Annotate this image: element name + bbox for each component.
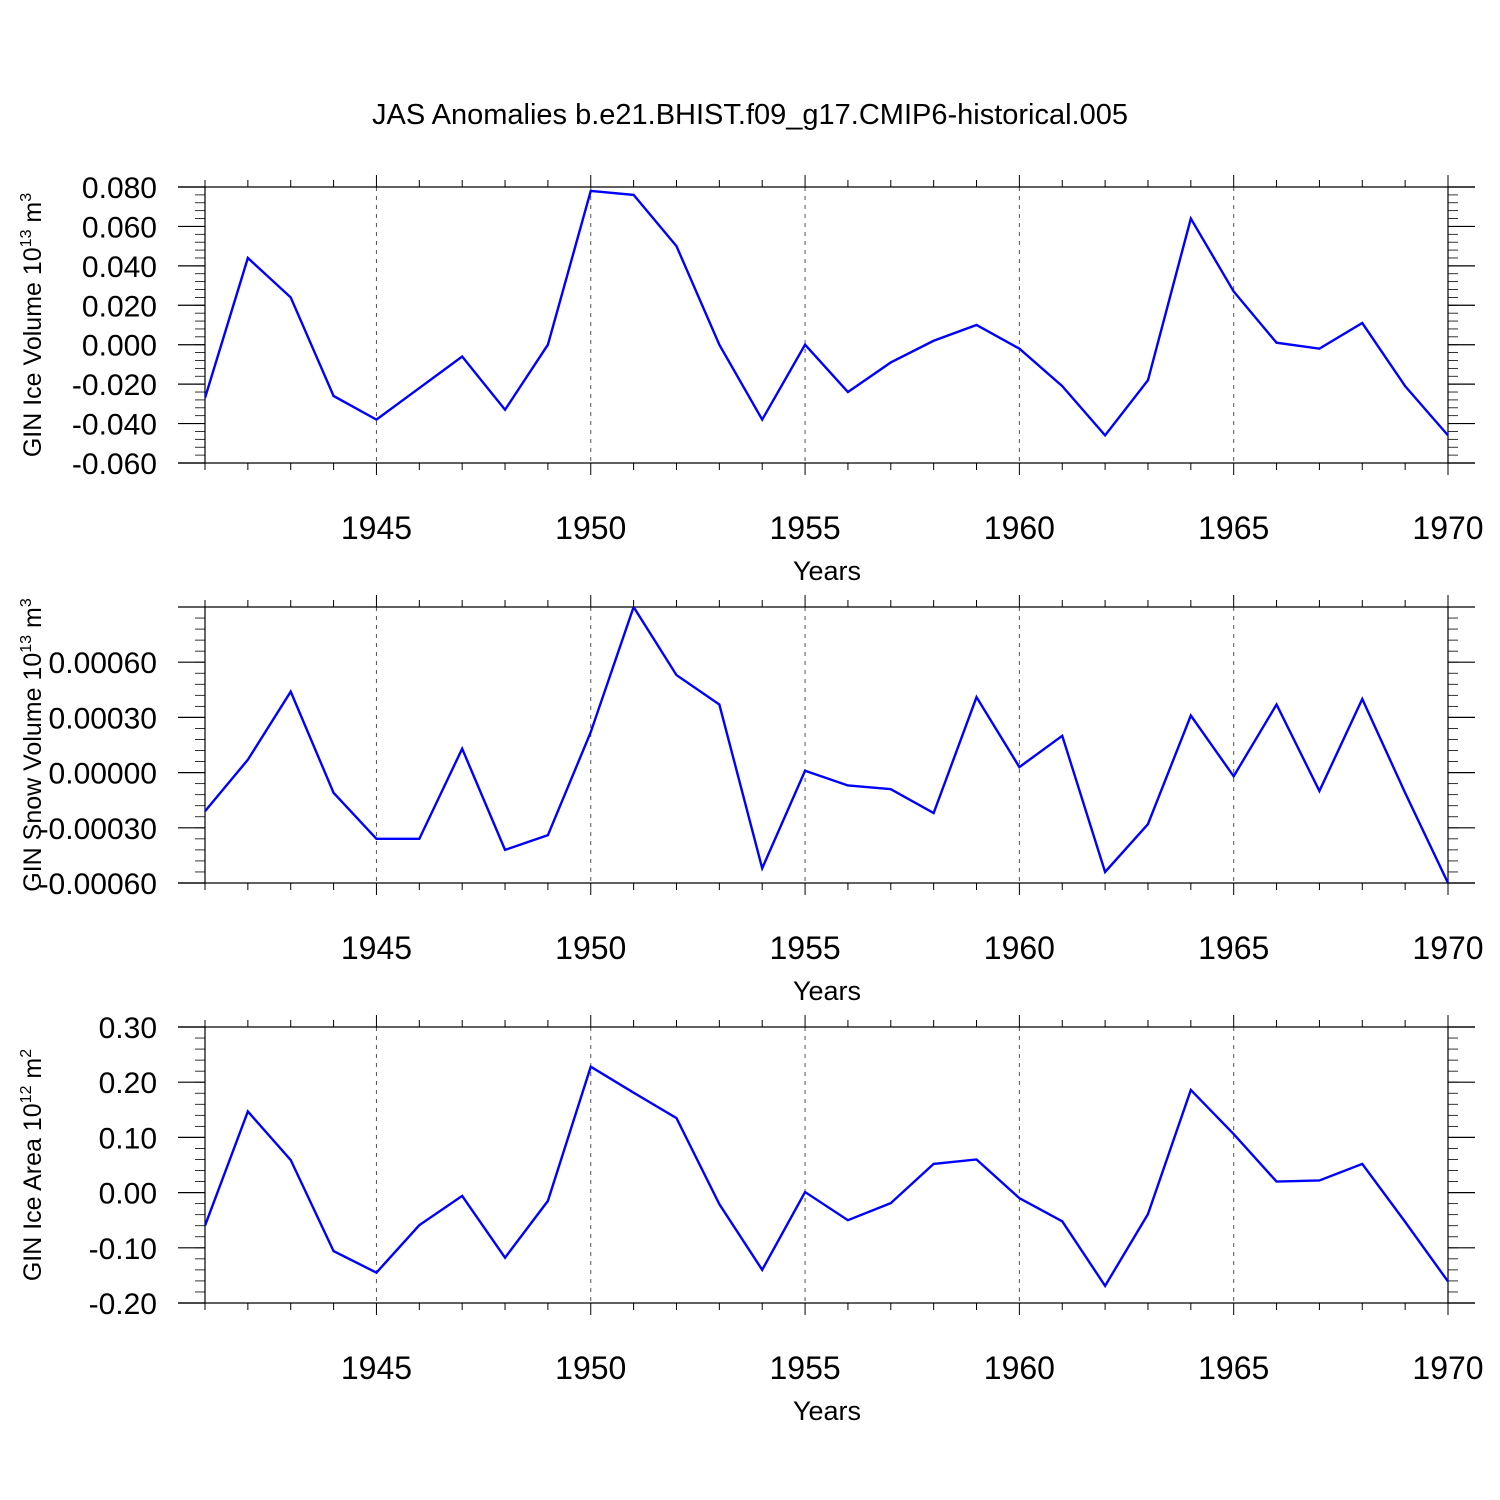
y-tick-label: 0.30 [99,1012,157,1045]
y-tick-label: 0.040 [82,251,157,284]
x-tick-label: 1955 [769,510,840,546]
x-axis-label: Years [793,556,861,586]
x-axis-label: Years [793,976,861,1006]
y-tick-label: -0.10 [89,1233,157,1266]
x-tick-label: 1950 [555,510,626,546]
x-axis-label: Years [793,1396,861,1426]
chart-panel-2: 1945 1950 1955 1960 1965 1970 Years 0.00060 0.00… [18,595,1484,1006]
series-line [205,607,1448,883]
x-tick-label: 1965 [1198,510,1269,546]
y-axis-label: GIN Snow Volume 1013 m3 [18,598,47,892]
series-line [205,189,1448,438]
x-tick-label: 1960 [984,510,1055,546]
y-tick-label: -0.00060 [39,868,157,901]
x-tick-label: 1945 [341,930,412,966]
x-tick-label: 1970 [1412,1350,1483,1386]
x-tick-label: 1950 [555,930,626,966]
y-tick-label: -0.00030 [39,813,157,846]
chart-panel-1: 1945 1950 1955 1960 1965 1970 Years 0.080 0.060 0… [18,172,1484,586]
x-tick-label: 1970 [1412,510,1483,546]
y-tick-label: 0.000 [82,330,157,363]
x-tick-label: 1945 [341,1350,412,1386]
y-tick-label: -0.20 [89,1288,157,1321]
y-axis-label: GIN Ice Area 1012 m2 [18,1049,47,1281]
y-tick-label: 0.00060 [49,647,157,680]
series-line [205,1064,1448,1289]
y-axis-label: GIN Ice Volume 1013 m3 [18,193,47,457]
x-tick-label: 1965 [1198,930,1269,966]
y-tick-label: -0.040 [72,409,157,442]
x-tick-label: 1950 [555,1350,626,1386]
x-tick-label: 1965 [1198,1350,1269,1386]
figure-title: JAS Anomalies b.e21.BHIST.f09_g17.CMIP6-… [372,99,1128,131]
chart-panel-3: 1945 1950 1955 1960 1965 1970 Years 0.30 0.20 0.1… [18,1012,1484,1426]
y-tick-label: 0.20 [99,1067,157,1100]
y-tick-label: 0.020 [82,290,157,323]
x-tick-label: 1960 [984,1350,1055,1386]
x-tick-label: 1960 [984,930,1055,966]
y-tick-label: 0.00000 [49,758,157,791]
x-tick-label: 1970 [1412,930,1483,966]
panels: 1945 1950 1955 1960 1965 1970 Years 0.080 0.060 0… [18,172,1484,1426]
x-tick-label: 1945 [341,510,412,546]
y-tick-label: -0.060 [72,448,157,481]
x-tick-label: 1955 [769,930,840,966]
y-tick-label: 0.080 [82,172,157,205]
y-tick-label: -0.020 [72,369,157,402]
y-tick-label: 0.060 [82,211,157,244]
x-tick-label: 1955 [769,1350,840,1386]
y-tick-label: 0.00 [99,1178,157,1211]
y-tick-label: 0.10 [99,1122,157,1155]
y-tick-label: 0.00030 [49,702,157,735]
